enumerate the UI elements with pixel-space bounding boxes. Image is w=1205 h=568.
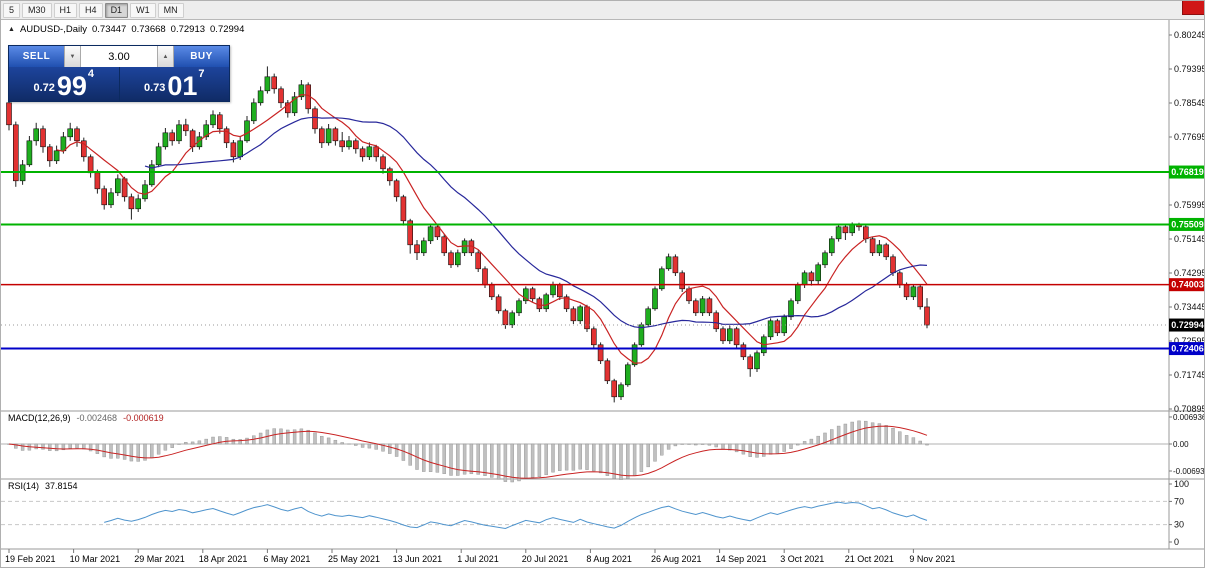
svg-text:0: 0 — [1174, 537, 1179, 547]
chart-header: ▲ AUDUSD-,Daily 0.73447 0.73668 0.72913 … — [8, 24, 244, 35]
sell-button[interactable]: SELL — [9, 46, 64, 67]
volume-increase-button[interactable]: ▲ — [157, 46, 174, 67]
svg-text:20 Jul 2021: 20 Jul 2021 — [522, 554, 569, 564]
buy-price-display: 0.73 01 7 — [120, 67, 230, 101]
volume-decrease-button[interactable]: ▼ — [64, 46, 81, 67]
timeframe-button-5[interactable]: 5 — [3, 2, 21, 18]
macd-main-value: -0.002468 — [76, 413, 118, 423]
macd-signal-value: -0.000619 — [123, 413, 164, 423]
svg-text:0.70895: 0.70895 — [1174, 404, 1205, 414]
sell-price-display: 0.72 99 4 — [9, 67, 120, 101]
top-right-red-badge[interactable] — [1182, 1, 1204, 15]
svg-text:0.72994: 0.72994 — [1171, 320, 1204, 330]
ma-fast-line — [56, 93, 928, 364]
chart-symbol-label: AUDUSD-,Daily — [19, 24, 87, 35]
buy-price-pipette: 7 — [198, 68, 205, 80]
svg-text:13 Jun 2021: 13 Jun 2021 — [393, 554, 443, 564]
candlestick-series — [6, 66, 930, 403]
macd-label: MACD(12,26,9) — [8, 413, 71, 423]
timeframe-button-h4[interactable]: H4 — [79, 2, 103, 18]
svg-text:0.006936: 0.006936 — [1173, 413, 1205, 422]
timeframe-toolbar: 5 M30 H1 H4 D1 W1 MN — [1, 1, 1204, 20]
svg-text:6 May 2021: 6 May 2021 — [263, 554, 310, 564]
svg-text:1 Jul 2021: 1 Jul 2021 — [457, 554, 499, 564]
svg-text:0.76819: 0.76819 — [1171, 167, 1204, 177]
svg-text:19 Feb 2021: 19 Feb 2021 — [5, 554, 56, 564]
svg-text:10 Mar 2021: 10 Mar 2021 — [70, 554, 121, 564]
trade-prices-row: 0.72 99 4 0.73 01 7 — [9, 67, 229, 101]
svg-text:8 Aug 2021: 8 Aug 2021 — [586, 554, 632, 564]
sell-price-pipette: 4 — [87, 68, 95, 80]
macd-pane: 0.006936 0.00 -0.006936 — [1, 413, 1205, 483]
macd-signal-line — [8, 425, 928, 479]
ohlc-open: 0.73447 — [91, 24, 127, 35]
time-axis[interactable]: 19 Feb 2021 10 Mar 2021 29 Mar 2021 18 Apr … — [5, 549, 955, 564]
volume-input[interactable]: 3.00 — [81, 46, 157, 67]
svg-text:0.80245: 0.80245 — [1174, 30, 1205, 40]
svg-text:70: 70 — [1174, 496, 1184, 506]
timeframe-button-m30[interactable]: M30 — [22, 2, 52, 18]
svg-text:0.75509: 0.75509 — [1171, 219, 1204, 229]
horizontal-line-0.75509[interactable]: 0.75509 — [1, 217, 1205, 231]
svg-text:0.75995: 0.75995 — [1174, 200, 1205, 210]
svg-text:100: 100 — [1174, 479, 1189, 489]
timeframe-button-w1[interactable]: W1 — [130, 2, 156, 18]
svg-text:21 Oct 2021: 21 Oct 2021 — [845, 554, 894, 564]
svg-text:0.72406: 0.72406 — [1171, 344, 1204, 354]
ma-slow-line — [144, 116, 928, 329]
svg-text:0.74295: 0.74295 — [1174, 268, 1205, 278]
svg-text:30: 30 — [1174, 520, 1184, 530]
svg-text:26 Aug 2021: 26 Aug 2021 — [651, 554, 702, 564]
svg-text:0.75145: 0.75145 — [1174, 234, 1205, 244]
current-price-marker: 0.72994 — [1, 318, 1204, 332]
rsi-header: RSI(14) 37.8154 — [8, 481, 78, 491]
svg-text:25 May 2021: 25 May 2021 — [328, 554, 380, 564]
svg-text:-0.006936: -0.006936 — [1173, 467, 1205, 476]
svg-text:0.79395: 0.79395 — [1174, 64, 1205, 74]
svg-text:0.73445: 0.73445 — [1174, 302, 1205, 312]
collapse-panel-icon[interactable]: ▲ — [8, 26, 15, 33]
svg-text:0.78545: 0.78545 — [1174, 98, 1205, 108]
timeframe-button-mn[interactable]: MN — [157, 2, 184, 18]
rsi-line — [104, 501, 928, 530]
svg-text:0.74003: 0.74003 — [1171, 280, 1204, 290]
price-chart-canvas[interactable]: 0.802450.793950.785450.776950.768450.759… — [1, 19, 1205, 568]
pane-separators — [1, 19, 1204, 550]
rsi-value: 37.8154 — [45, 481, 78, 491]
horizontal-line-0.72406[interactable]: 0.72406 — [1, 342, 1205, 356]
one-click-trading-panel: SELL ▼ 3.00 ▲ BUY 0.72 99 4 0.73 01 7 — [8, 45, 230, 102]
ohlc-close: 0.72994 — [210, 24, 245, 35]
timeframe-button-d1[interactable]: D1 — [104, 2, 129, 18]
buy-price-big-digits: 01 — [167, 71, 198, 102]
sell-price-big-digits: 99 — [56, 71, 87, 102]
svg-text:0.71745: 0.71745 — [1174, 370, 1205, 380]
svg-text:0.00: 0.00 — [1173, 440, 1189, 449]
buy-price-prefix: 0.73 — [143, 82, 166, 94]
rsi-pane: 100 70 30 0 — [1, 479, 1189, 547]
macd-header: MACD(12,26,9) -0.002468 -0.000619 — [8, 413, 164, 423]
svg-text:3 Oct 2021: 3 Oct 2021 — [780, 554, 824, 564]
ohlc-high: 0.73668 — [131, 24, 166, 35]
sell-price-prefix: 0.72 — [33, 82, 55, 94]
svg-text:9 Nov 2021: 9 Nov 2021 — [909, 554, 955, 564]
rsi-label: RSI(14) — [8, 481, 40, 491]
svg-text:29 Mar 2021: 29 Mar 2021 — [134, 554, 185, 564]
trade-controls-row: SELL ▼ 3.00 ▲ BUY — [9, 46, 229, 67]
svg-text:18 Apr 2021: 18 Apr 2021 — [199, 554, 248, 564]
horizontal-line-0.76819[interactable]: 0.76819 — [1, 165, 1205, 179]
buy-button[interactable]: BUY — [174, 46, 229, 67]
svg-text:14 Sep 2021: 14 Sep 2021 — [716, 554, 767, 564]
svg-text:0.77695: 0.77695 — [1174, 132, 1205, 142]
svg-text:0.72595: 0.72595 — [1174, 336, 1205, 346]
timeframe-button-h1[interactable]: H1 — [53, 2, 78, 18]
ohlc-low: 0.72913 — [170, 24, 206, 35]
horizontal-line-0.74003[interactable]: 0.74003 — [1, 278, 1205, 292]
